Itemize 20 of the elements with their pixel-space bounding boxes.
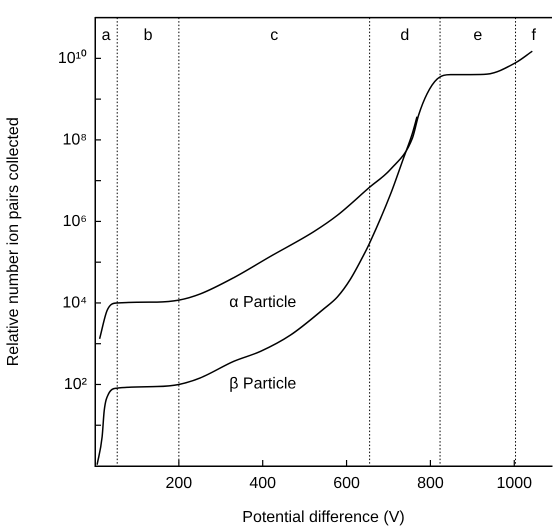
y-tick-label: 10⁶ — [62, 212, 87, 230]
annotation: f — [532, 27, 537, 44]
y-tick-label: 10² — [64, 376, 88, 393]
series-label: α Particle — [229, 294, 296, 312]
annotation: b — [144, 27, 153, 44]
annotation: e — [473, 27, 482, 44]
y-tick-label: 10⁴ — [62, 294, 88, 312]
x-tick-label: 800 — [417, 475, 444, 492]
y-axis-title: Relative number ion pairs collected — [5, 117, 22, 366]
annotation: d — [400, 27, 410, 44]
series-label: β Particle — [229, 376, 296, 393]
y-tick-label: 10¹⁰ — [58, 48, 87, 67]
annotation: c — [270, 27, 278, 44]
annotation: a — [102, 27, 111, 44]
x-tick-label: 600 — [333, 475, 360, 492]
x-axis-title: Potential difference (V) — [242, 508, 405, 526]
x-tick-label: 200 — [166, 475, 192, 492]
y-tick-label: 10⁸ — [62, 131, 87, 148]
x-tick-label: 1000 — [496, 475, 532, 492]
x-tick-label: 400 — [249, 475, 276, 492]
